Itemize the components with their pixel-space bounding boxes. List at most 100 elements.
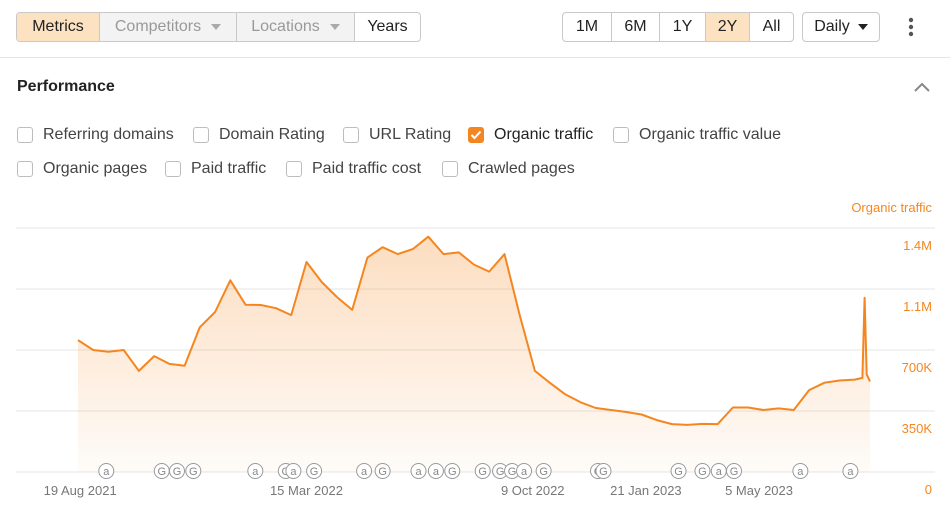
caret-icon: [329, 24, 340, 30]
event-marker-label: G: [730, 466, 739, 478]
event-marker-label: G: [674, 466, 683, 478]
event-marker: [474, 463, 491, 479]
metric-label: URL Rating: [369, 126, 452, 143]
tab-label: Years: [367, 18, 408, 35]
y-tick-label: 1.4M: [903, 238, 932, 253]
metric-option[interactable]: Referring domains: [17, 126, 174, 144]
event-marker: [374, 463, 391, 479]
view-tabs: Metrics Competitors Locations Years: [16, 12, 421, 42]
event-marker: [247, 463, 264, 479]
view-tab: Competitors: [99, 13, 236, 41]
metric-option[interactable]: Domain Rating: [193, 126, 325, 144]
area-fill: [78, 236, 870, 472]
event-marker-label: a: [415, 466, 422, 478]
checkbox[interactable]: [613, 127, 629, 143]
x-tick-label: 15 Mar 2022: [270, 483, 343, 498]
event-marker: [98, 463, 115, 479]
event-marker-label: G: [448, 466, 457, 478]
interval-dropdown[interactable]: Daily: [802, 12, 880, 42]
range-buttons: 1M 6M 1Y 2Y All: [562, 12, 794, 42]
event-marker-label: a: [716, 466, 723, 478]
checkbox[interactable]: [17, 127, 33, 143]
x-tick-label: 21 Jan 2023: [610, 483, 682, 498]
event-marker-label: G: [508, 466, 517, 478]
event-marker: [444, 463, 461, 479]
event-marker: [595, 463, 612, 479]
event-marker-label: a: [290, 466, 297, 478]
tab-label: Competitors: [114, 18, 202, 35]
range-button[interactable]: 1M: [575, 18, 599, 35]
event-marker: [670, 463, 687, 479]
checkbox[interactable]: [442, 161, 458, 177]
checkbox[interactable]: [286, 161, 302, 177]
range-button[interactable]: 2Y: [705, 13, 749, 41]
event-marker-label: a: [103, 466, 110, 478]
metric-option[interactable]: Organic traffic value: [613, 126, 781, 144]
event-marker-label: G: [599, 466, 608, 478]
metric-label: Organic traffic: [494, 126, 594, 143]
metric-label: Domain Rating: [219, 126, 325, 143]
event-marker: [535, 463, 552, 479]
event-marker-label: a: [797, 466, 804, 478]
event-marker: [694, 463, 711, 479]
y-tick-label: 1.1M: [903, 299, 932, 314]
divider: [0, 57, 950, 58]
event-marker-label: G: [539, 466, 548, 478]
range-button[interactable]: 6M: [611, 13, 659, 41]
event-marker: [410, 463, 427, 479]
view-tab[interactable]: Years: [354, 13, 420, 41]
range-button[interactable]: All: [749, 13, 793, 41]
interval-label: Daily: [814, 18, 850, 35]
event-marker-label: a: [521, 466, 528, 478]
event-marker-label: a: [361, 466, 368, 478]
event-marker: [185, 463, 202, 479]
event-marker-label: a: [433, 466, 440, 478]
x-tick-label: 5 May 2023: [725, 483, 793, 498]
view-tab: Locations: [236, 13, 354, 41]
checkbox[interactable]: [343, 127, 359, 143]
metric-option[interactable]: URL Rating: [343, 126, 451, 144]
metric-label: Referring domains: [43, 126, 174, 143]
metric-label: Organic traffic value: [639, 126, 781, 143]
x-tick-label: 9 Oct 2022: [501, 483, 565, 498]
event-marker-label: G: [157, 466, 166, 478]
collapse-chevron[interactable]: [913, 81, 931, 93]
panel-title: Performance: [17, 78, 115, 95]
metric-option[interactable]: Organic traffic: [468, 126, 593, 144]
event-marker: [726, 463, 743, 479]
event-marker-label: G: [173, 466, 182, 478]
event-marker-label: G: [478, 466, 487, 478]
event-marker-label: G: [189, 466, 198, 478]
y-tick-label: 0: [925, 482, 932, 497]
event-marker: [792, 463, 809, 479]
event-marker: [306, 463, 323, 479]
caret-icon: [211, 24, 222, 30]
checkbox[interactable]: [165, 161, 181, 177]
event-marker: [356, 463, 373, 479]
event-marker-label: G: [698, 466, 707, 478]
metric-option[interactable]: Crawled pages: [442, 160, 575, 178]
event-marker: [516, 463, 533, 479]
event-marker: [169, 463, 185, 479]
checkbox[interactable]: [193, 127, 209, 143]
view-tab[interactable]: Metrics: [17, 13, 99, 41]
checkbox[interactable]: [468, 127, 484, 143]
range-button[interactable]: 1Y: [659, 13, 705, 41]
metric-option[interactable]: Organic pages: [17, 160, 147, 178]
more-menu[interactable]: [904, 17, 918, 37]
event-marker-label: G: [378, 466, 387, 478]
checkbox[interactable]: [17, 161, 33, 177]
tab-label: Metrics: [32, 18, 84, 35]
y-tick-label: 350K: [902, 421, 933, 436]
event-marker-label: a: [252, 466, 259, 478]
metric-label: Crawled pages: [468, 160, 575, 177]
event-marker: [427, 463, 444, 479]
metric-option[interactable]: Paid traffic: [165, 160, 266, 178]
x-tick-label: 19 Aug 2021: [44, 483, 117, 498]
axis-title: Organic traffic: [851, 200, 932, 215]
metric-option[interactable]: Paid traffic cost: [286, 160, 421, 178]
metric-label: Paid traffic: [191, 160, 267, 177]
event-marker-label: a: [847, 466, 854, 478]
